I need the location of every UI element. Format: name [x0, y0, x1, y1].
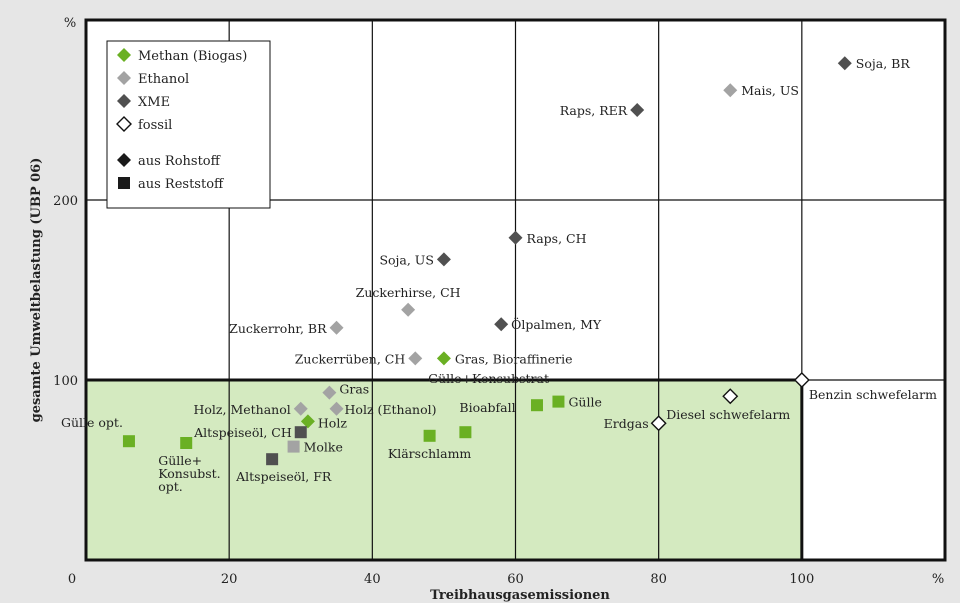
legend-marker: [116, 116, 132, 132]
point-label: Gülle: [568, 395, 601, 410]
point-label: Mais, US: [741, 83, 799, 98]
point-label: Soja, US: [379, 252, 433, 267]
point-label: Raps, RER: [560, 103, 628, 118]
point-label: Erdgas: [604, 416, 649, 431]
legend-marker: [117, 71, 131, 85]
legend-label: Ethanol: [138, 72, 189, 87]
point-label: Gras: [339, 382, 369, 397]
data-point: [287, 440, 300, 453]
point-label: Holz: [318, 415, 347, 430]
point-label: Molke: [304, 440, 343, 455]
y-unit-label: %: [64, 16, 76, 31]
data-point: [723, 83, 738, 98]
point-label: Raps, CH: [527, 231, 587, 246]
point-label: Soja, BR: [856, 56, 911, 71]
legend-box: [106, 40, 271, 209]
data-point: [266, 453, 279, 466]
data-point: [300, 414, 315, 429]
data-point: [329, 320, 344, 335]
data-point: [122, 435, 135, 448]
data-point: [436, 351, 451, 366]
point-label: Holz (Ethanol): [345, 402, 437, 417]
x-tick-label: 100: [789, 572, 814, 587]
data-point: [294, 426, 307, 439]
x-unit-label: %: [932, 572, 944, 587]
legend-marker: [118, 177, 130, 189]
y-tick-label: 100: [53, 374, 78, 389]
data-point: [293, 401, 308, 416]
data-point: [650, 415, 667, 432]
point-label: Ölpalmen, MY: [511, 316, 602, 332]
plot-border: [84, 18, 947, 562]
y-tick-label: 200: [53, 194, 78, 209]
data-point: [508, 230, 523, 245]
point-label: Diesel schwefelarm: [666, 407, 790, 422]
point-label: Holz, Methanol: [193, 402, 290, 417]
legend-label: aus Rohstoff: [138, 154, 222, 169]
point-label: Gülle opt.: [61, 415, 123, 430]
point-label: Benzin schwefelarm: [809, 387, 937, 402]
data-point: [436, 252, 451, 267]
point-label: Bioabfall: [459, 400, 515, 415]
point-label: Klärschlamm: [388, 446, 472, 461]
data-point: [722, 388, 739, 405]
point-label: Zuckerrohr, BR: [229, 321, 327, 336]
point-label: Gülle+Konsubstrat: [428, 371, 549, 386]
legend-marker: [117, 48, 131, 62]
x-tick-label: 40: [364, 572, 381, 587]
legend-label: fossil: [138, 118, 172, 133]
data-point: [408, 351, 423, 366]
data-point: [552, 395, 565, 408]
legend-label: Methan (Biogas): [138, 49, 247, 64]
data-point: [401, 302, 416, 317]
legend-marker: [117, 153, 131, 167]
legend-label: aus Reststoff: [138, 177, 225, 192]
legend-marker: [117, 94, 131, 108]
point-label: Altspeiseöl, FR: [235, 469, 332, 484]
data-point: [459, 426, 472, 439]
data-point: [630, 103, 645, 117]
point-label: Gülle+ Konsubst. opt.: [158, 453, 220, 494]
data-point: [793, 372, 810, 388]
x-axis-title: Treibhausgasemissionen: [430, 588, 610, 603]
point-label: Gras, Bioraffinerie: [455, 351, 573, 366]
data-point: [494, 317, 509, 332]
x-tick-label: 60: [507, 572, 524, 587]
x-tick-label: 0: [68, 572, 76, 587]
point-label: Altspeiseöl, CH: [193, 425, 292, 440]
legend-label: XME: [138, 95, 170, 110]
x-tick-label: 80: [650, 572, 667, 587]
data-point: [837, 56, 852, 71]
data-point: [180, 437, 193, 449]
data-point: [329, 401, 344, 416]
point-label: Zuckerhirse, CH: [356, 285, 461, 300]
data-point: [322, 385, 337, 400]
point-label: Zuckerrüben, CH: [295, 351, 406, 366]
x-tick-label: 20: [221, 572, 238, 587]
highlight-region: [86, 380, 802, 560]
data-point: [423, 429, 436, 442]
y-axis-title: gesamte Umweltbelastung (UBP 06): [29, 158, 44, 423]
data-point: [530, 399, 543, 412]
